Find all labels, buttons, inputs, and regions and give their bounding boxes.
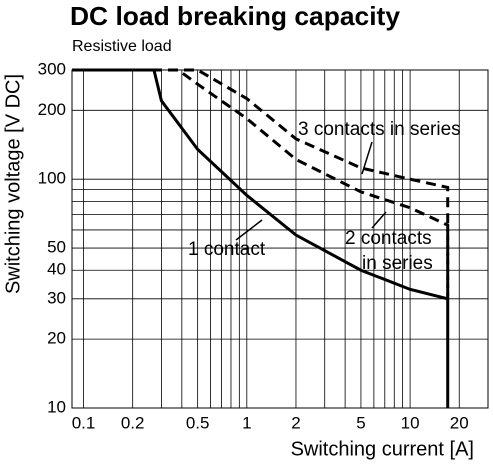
plot-frame	[71, 69, 489, 409]
chart-subtitle: Resistive load	[72, 38, 172, 55]
annotation: 2 contacts	[345, 228, 432, 249]
annotation: 1 contact	[188, 239, 266, 260]
x-tick-label: 0.5	[186, 413, 210, 432]
x-tick-label: 0.1	[72, 413, 96, 432]
x-tick-label: 5	[356, 413, 365, 432]
y-tick-label: 10	[47, 397, 66, 416]
y-tick-label: 300	[38, 59, 66, 78]
annotation: 3 contacts in series	[298, 119, 461, 140]
y-tick-label: 40	[47, 260, 66, 279]
y-tick-label: 30	[47, 288, 66, 307]
x-tick-label: 10	[401, 413, 420, 432]
series-line	[72, 68, 450, 299]
y-tick-label: 20	[47, 329, 66, 348]
x-tick-label: 1	[242, 413, 251, 432]
series-line	[72, 68, 450, 408]
leader-line	[371, 211, 387, 229]
y-tick-label: 200	[38, 100, 66, 119]
leader-line	[235, 219, 263, 241]
x-axis-label: Switching current [A]	[291, 438, 474, 460]
y-axis-label: Switching voltage [V DC]	[2, 74, 24, 294]
annotation: in series	[362, 253, 433, 274]
x-tick-label: 2	[291, 413, 300, 432]
x-tick-label: 0.2	[121, 413, 145, 432]
y-tick-label: 50	[47, 238, 66, 257]
x-tick-label: 20	[450, 413, 469, 432]
series-line	[72, 68, 450, 299]
y-tick-label: 100	[38, 169, 66, 188]
chart-title: DC load breaking capacity	[70, 1, 401, 31]
